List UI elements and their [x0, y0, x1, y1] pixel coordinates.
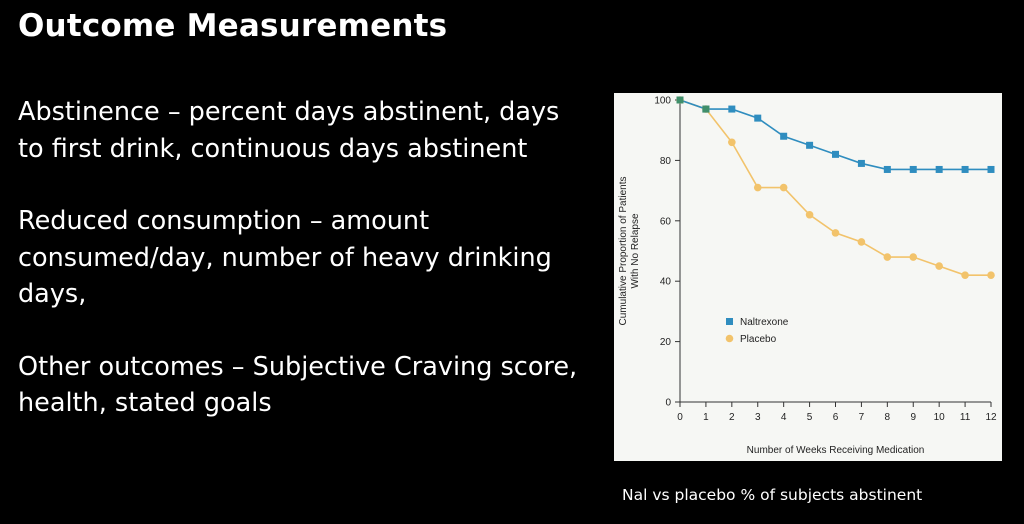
data-point-naltrexone: [754, 114, 762, 122]
legend-label-placebo: Placebo: [740, 334, 777, 345]
y-tick-label: 0: [665, 398, 671, 409]
x-tick-label: 2: [729, 412, 735, 423]
x-tick-label: 3: [755, 412, 761, 423]
x-tick-label: 10: [934, 412, 946, 423]
y-axis-label: Cumulative Proportion of Patients: [618, 177, 629, 326]
data-point-naltrexone: [780, 132, 788, 140]
x-tick-label: 4: [781, 412, 787, 423]
data-point-naltrexone: [857, 159, 865, 167]
data-point-naltrexone: [987, 165, 995, 173]
slide-title: Outcome Measurements: [18, 8, 448, 44]
x-tick-label: 5: [807, 412, 813, 423]
x-tick-label: 9: [910, 412, 916, 423]
data-point-placebo: [883, 253, 892, 261]
bullet-other-outcomes: Other outcomes – Subjective Craving scor…: [18, 351, 578, 419]
data-point-naltrexone: [935, 165, 943, 173]
x-tick-label: 7: [859, 412, 865, 423]
data-point-naltrexone: [728, 105, 736, 113]
y-tick-label: 20: [660, 337, 672, 348]
legend-marker-naltrexone: [726, 318, 733, 325]
data-point-placebo: [779, 183, 788, 192]
data-point-placebo: [805, 210, 814, 219]
x-tick-label: 6: [833, 412, 839, 423]
x-tick-label: 1: [703, 412, 709, 423]
data-point-placebo: [935, 262, 943, 270]
y-tick-label: 40: [660, 277, 672, 288]
x-tick-label: 12: [985, 412, 997, 423]
data-point-naltrexone: [832, 150, 839, 158]
data-point-placebo: [961, 271, 969, 279]
data-point-overlap: [676, 96, 684, 104]
data-point-placebo: [728, 138, 736, 147]
data-point-naltrexone: [883, 165, 891, 173]
data-point-naltrexone: [961, 165, 969, 173]
data-point-placebo: [831, 229, 840, 237]
series-line-placebo: [679, 99, 991, 276]
bullet-abstinence: Abstinence – percent days abstinent, day…: [18, 97, 560, 164]
data-point-overlap: [702, 105, 710, 113]
legend-marker-placebo: [725, 334, 734, 343]
data-point-placebo: [987, 271, 995, 279]
x-tick-label: 8: [885, 412, 891, 423]
x-tick-label: 0: [677, 412, 683, 423]
y-axis-label: With No Relapse: [630, 213, 641, 288]
data-point-placebo: [857, 238, 866, 246]
bullet-list: Abstinence – percent days abstinent, day…: [18, 94, 578, 458]
x-tick-label: 11: [960, 412, 971, 423]
y-tick-label: 80: [660, 156, 672, 167]
legend-label-naltrexone: Naltrexone: [740, 317, 789, 328]
x-axis-label: Number of Weeks Receiving Medication: [747, 445, 925, 456]
chart-caption: Nal vs placebo % of subjects abstinent: [622, 486, 923, 504]
data-point-placebo: [909, 253, 918, 261]
y-tick-label: 100: [654, 96, 671, 107]
data-point-placebo: [753, 183, 762, 192]
relapse-chart: 0 20 40 60 80 100 0 1 2 3 4 5 6 7 8 9 10 11 12 Number of We…: [614, 93, 1002, 461]
data-point-naltrexone: [909, 165, 917, 173]
bullet-reduced-consumption: Reduced consumption – amount consumed/da…: [18, 206, 552, 309]
data-point-naltrexone: [806, 141, 814, 149]
y-tick-label: 60: [660, 216, 672, 227]
